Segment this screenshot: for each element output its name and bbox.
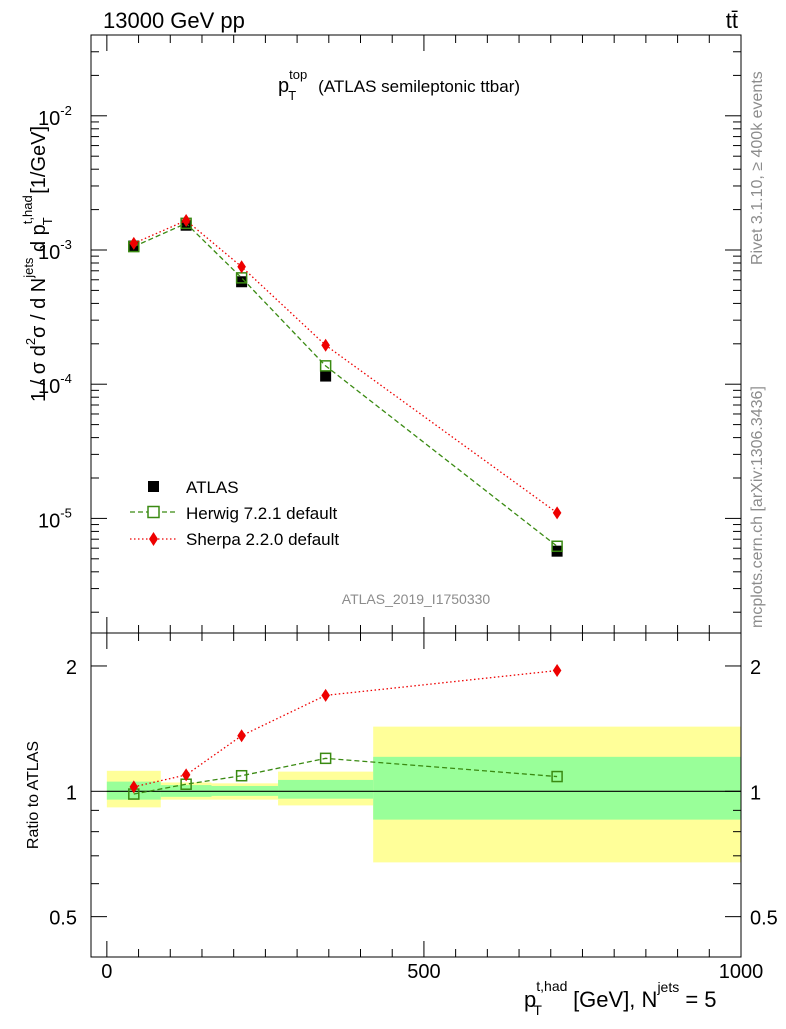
title-rest: (ATLAS semileptonic ttbar)	[318, 77, 520, 96]
x-tick-label: 1000	[719, 961, 764, 983]
herwig-point	[319, 360, 332, 372]
legend-atlas-marker	[148, 481, 159, 492]
sherpa-ratio-point	[129, 780, 139, 794]
herwig-ratio-point	[319, 752, 332, 765]
header-energy-label: 13000 GeV pp	[103, 8, 245, 33]
legend-herwig-marker	[147, 505, 160, 519]
ratio-series-line-1	[133, 669, 558, 788]
sherpa-point	[552, 506, 562, 520]
legend: ATLAS Herwig 7.2.1 default Sherpa 2.2.0 …	[130, 478, 339, 549]
herwig-point	[551, 540, 563, 553]
ylabel-part-f: t,had	[20, 195, 35, 224]
ratio-y-tick-label-right: 1	[750, 782, 761, 804]
ratio-y-tick-label: 1	[66, 782, 77, 804]
title-t-subscript: T	[288, 88, 296, 103]
sherpa-ratio-point	[552, 664, 562, 678]
ylabel-part-b: 2	[23, 338, 38, 345]
title-p: p	[278, 75, 289, 97]
analysis-id-watermark: ATLAS_2019_I1750330	[342, 591, 491, 607]
xlabel-subscript: T	[533, 1002, 542, 1018]
ratio-plot-frame	[90, 632, 742, 958]
ratio-y-tick-label: 0.5	[49, 908, 77, 930]
ylabel-part-e: d p	[28, 224, 50, 257]
atlas-data-point	[236, 276, 248, 288]
xlabel-jets-superscript: jets	[656, 979, 679, 995]
herwig-ratio-point	[235, 769, 248, 782]
main-series-line-2	[133, 219, 558, 514]
main-panel: 10-2 10-3 10-4 10-5	[38, 34, 742, 634]
xlabel-superscript: t,had	[536, 978, 567, 994]
main-y-tick-label: 10-2	[38, 103, 72, 130]
legend-atlas-label: ATLAS	[186, 478, 239, 497]
legend-sherpa-label: Sherpa 2.2.0 default	[186, 530, 339, 549]
ylabel-part-h: [1/GeV]	[28, 126, 50, 199]
main-y-tick-label: 10-3	[38, 237, 72, 264]
ratio-y-tick-label-right: 2	[750, 657, 761, 679]
ratio-y-axis-label: Ratio to ATLAS	[25, 741, 42, 849]
legend-sherpa-marker	[149, 532, 158, 546]
ylabel-part-g: T	[40, 217, 55, 225]
header-process-label: tt̄	[726, 8, 738, 33]
main-series-line-1	[133, 222, 558, 547]
atlas-data-point	[320, 370, 332, 382]
legend-herwig-label: Herwig 7.2.1 default	[186, 504, 337, 523]
x-tick-label: 500	[407, 961, 440, 983]
x-axis-label: pt,had T [GeV], Njets = 5	[524, 978, 717, 1018]
main-y-tick-label: 10-4	[38, 371, 72, 398]
xlabel-p: p	[524, 987, 536, 1012]
ratio-series-line-0	[133, 757, 558, 795]
xlabel-tail: = 5	[679, 987, 716, 1012]
ratio-uncertainty-band-inner	[278, 779, 374, 799]
sherpa-ratio-point	[181, 768, 191, 782]
ratio-panel: 0.5 0.5 1 1 2 2 0 500 1000	[49, 632, 778, 983]
main-title: ptop T (ATLAS semileptonic ttbar)	[278, 67, 520, 103]
ratio-y-tick-label-right: 0.5	[750, 908, 778, 930]
mcplots-label: mcplots.cern.ch [arXiv:1306.3436]	[749, 386, 766, 628]
sherpa-ratio-point	[321, 688, 330, 702]
rivet-version-label: Rivet 3.1.10, ≥ 400k events	[749, 71, 766, 265]
sherpa-point	[181, 213, 191, 227]
sherpa-point	[237, 260, 246, 274]
sherpa-point	[321, 338, 330, 352]
herwig-ratio-point	[551, 770, 563, 783]
sherpa-ratio-point	[237, 729, 246, 743]
ratio-y-tick-label: 2	[66, 657, 77, 679]
sherpa-point	[129, 236, 139, 250]
ylabel-part-c: σ / d N	[28, 278, 50, 338]
x-tick-label: 0	[101, 961, 112, 983]
title-top-superscript: top	[289, 67, 307, 82]
main-y-tick-label: 10-5	[38, 505, 72, 532]
ylabel-part-a: 1 / σ d	[28, 345, 50, 402]
ylabel-part-d: jets	[21, 257, 36, 279]
xlabel-rest: [GeV], N	[567, 987, 657, 1012]
main-y-axis-label: 1 / σ d2σ / d Njets d pt,had T [1/GeV]	[20, 126, 55, 402]
